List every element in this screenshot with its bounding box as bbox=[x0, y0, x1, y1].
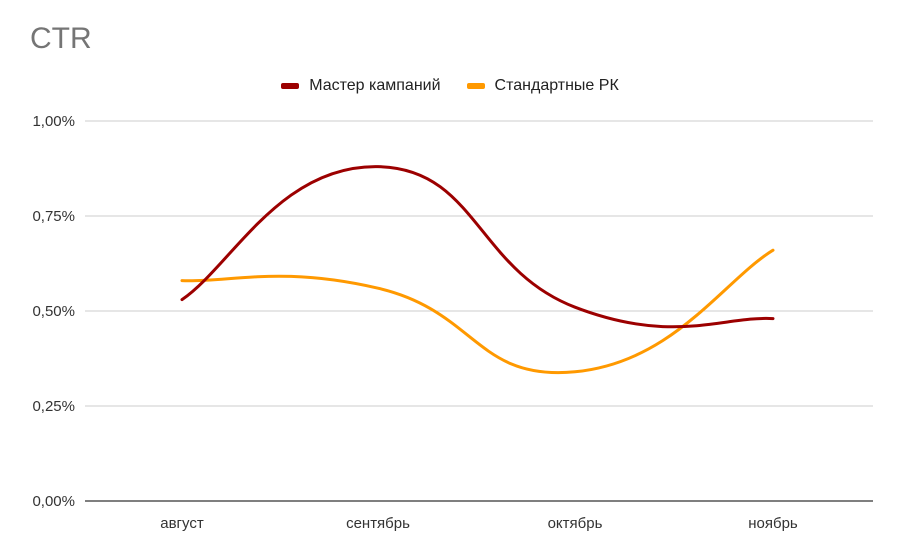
legend-item-standard: Стандартные РК bbox=[466, 77, 619, 95]
legend-swatch-standard bbox=[466, 83, 485, 89]
y-tick-label-1: 0,25% bbox=[32, 398, 75, 415]
chart-title: CTR bbox=[30, 22, 92, 55]
x-tick-label-2: октябрь bbox=[548, 515, 603, 532]
legend-item-master: Мастер кампаний bbox=[281, 77, 441, 95]
x-tick-label-0: август bbox=[160, 515, 204, 532]
y-tick-label-0: 0,00% bbox=[32, 493, 75, 510]
y-tick-label-4: 1,00% bbox=[32, 113, 75, 130]
legend: Мастер кампаний Стандартные РК bbox=[0, 74, 900, 98]
x-tick-label-3: ноябрь bbox=[748, 515, 798, 532]
legend-swatch-master bbox=[281, 83, 300, 89]
legend-label-master: Мастер кампаний bbox=[309, 77, 441, 94]
legend-label-standard: Стандартные РК bbox=[494, 77, 619, 94]
y-tick-label-2: 0,50% bbox=[32, 303, 75, 320]
y-tick-label-3: 0,75% bbox=[32, 208, 75, 225]
series-line-master bbox=[180, 165, 775, 329]
x-tick-label-1: сентябрь bbox=[346, 515, 410, 532]
series-line-standard bbox=[180, 248, 775, 375]
